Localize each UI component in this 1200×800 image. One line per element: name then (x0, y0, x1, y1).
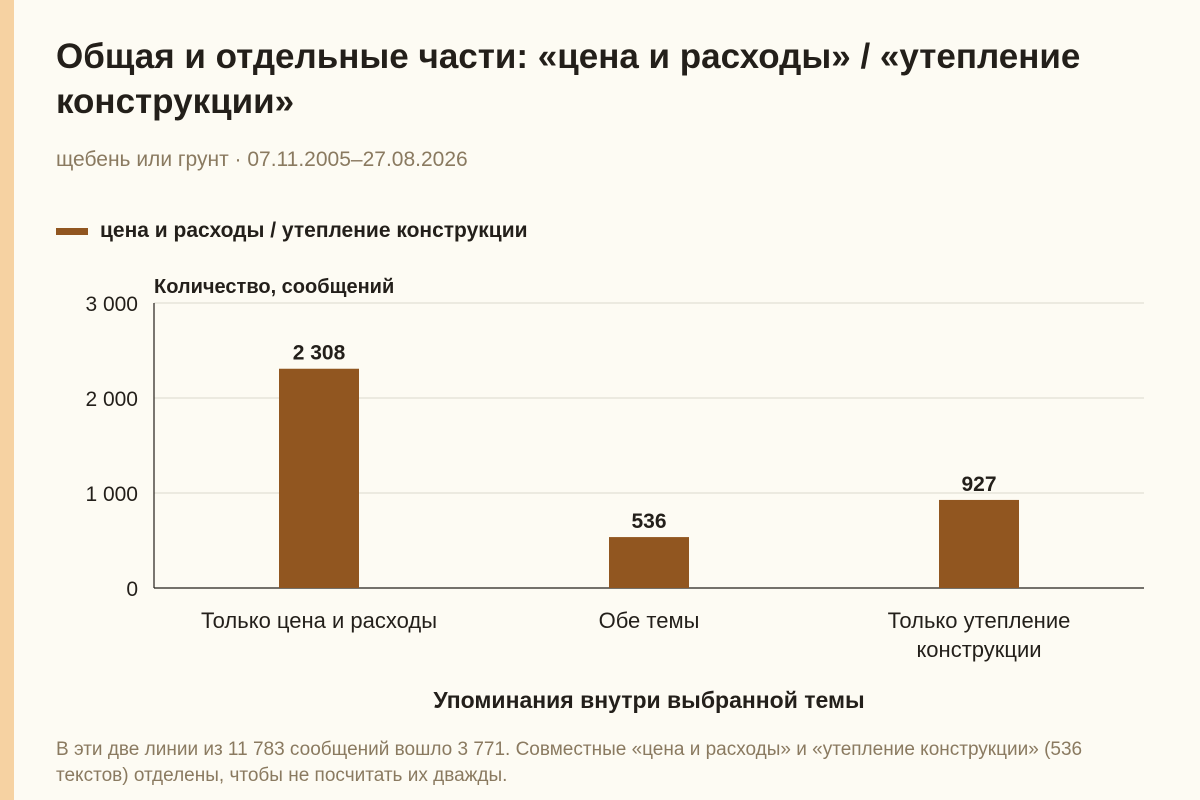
legend: цена и расходы / утепление конструкции (56, 219, 528, 243)
x-tick-label: Обе темы (599, 608, 700, 633)
x-tick-label: Только утепление конструкции (888, 608, 1071, 662)
bar (279, 368, 359, 588)
x-axis-label: Упоминания внутри выбранной темы (433, 687, 864, 713)
left-accent-stripe (0, 0, 14, 800)
y-tick-label: 3 000 (85, 293, 138, 316)
y-axis-label: Количество, сообщений (154, 276, 394, 298)
chart-subtitle: щебень или грунт · 07.11.2005–27.08.2026 (56, 148, 468, 171)
legend-swatch (56, 227, 88, 235)
y-tick-label: 2 000 (85, 388, 138, 411)
footnote: В эти две линии из 11 783 сообщений вошл… (56, 739, 1083, 786)
x-tick-label: Только цена и расходы (201, 608, 437, 633)
chart-title: Общая и отдельные части: «цена и расходы… (56, 37, 1081, 121)
bar-value-label: 2 308 (293, 342, 346, 365)
bar (609, 537, 689, 588)
y-tick-label: 1 000 (85, 483, 138, 506)
bar (939, 499, 1019, 588)
bar-value-label: 927 (961, 473, 996, 496)
legend-label: цена и расходы / утепление конструкции (100, 219, 528, 242)
bar-value-label: 536 (631, 510, 666, 533)
y-tick-label: 0 (126, 578, 138, 601)
bar-chart: 0 1 000 2 000 3 000 Количество, сообщений 2 3… (85, 276, 1144, 713)
